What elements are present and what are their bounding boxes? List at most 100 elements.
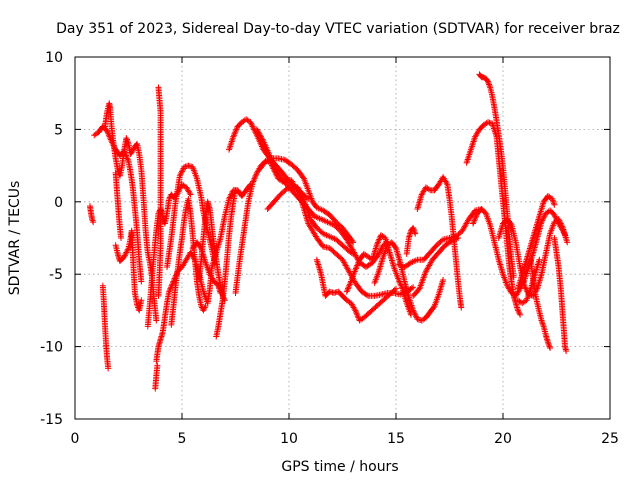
data-point [354,261,361,268]
data-point [375,237,382,244]
data-point [155,292,162,299]
data-point [507,220,514,227]
data-point [410,224,417,231]
data-point [354,311,361,318]
data-point [556,217,563,224]
data-point [250,177,257,184]
series-t26 [403,224,419,257]
series-t31 [495,216,571,299]
data-point [410,307,417,314]
x-tick-label: 15 [387,431,405,447]
data-point [539,318,546,325]
data-point [486,82,493,89]
series-t28 [463,119,524,318]
data-point [248,122,255,129]
data-point [226,194,233,201]
data-point [186,190,193,197]
data-point [356,258,363,265]
data-point [485,78,492,85]
series-t10 [152,362,161,392]
data-point [363,292,370,299]
data-point [344,287,351,294]
data-point [350,250,357,257]
data-point [549,197,556,204]
data-point [550,200,557,207]
series-t35 [551,235,570,354]
data-point [440,276,447,283]
data-point [250,124,257,131]
data-point [352,307,359,314]
data-point [522,284,529,291]
data-point [220,294,227,301]
data-point [253,171,260,178]
y-tick-label: 0 [54,195,63,211]
x-tick-label: 25 [601,431,619,447]
data-point [485,80,492,87]
data-point [393,285,399,292]
data-point [121,252,128,259]
data-point [252,174,259,181]
data-point [538,219,545,226]
data-point [201,305,208,312]
series-t14 [213,187,239,340]
data-point [430,304,437,311]
data-point [123,249,130,256]
data-point [169,279,176,286]
y-tick-label: -5 [49,267,63,283]
data-point [378,246,385,253]
data-point [549,195,556,202]
data-point [376,249,383,256]
data-point [411,229,418,236]
data-point [547,345,554,352]
data-point [124,137,131,144]
data-point [121,253,128,260]
axis-ticks: 0 5 10 15 20 25 -15 -10 -5 0 5 10 [40,50,619,447]
data-point [410,308,417,315]
data-point [90,219,97,226]
data-point [200,307,207,314]
data-point [104,127,111,134]
series-t7 [144,181,194,330]
series-t15 [196,198,228,304]
data-point [138,278,145,285]
data-point [558,221,565,228]
series-t34 [527,256,554,352]
data-point [396,279,403,286]
data-point [349,238,356,245]
data-point [551,211,558,218]
data-point [373,242,380,249]
data-point [166,195,173,202]
data-point [425,186,432,193]
data-point [179,166,186,173]
data-point [552,213,559,220]
data-point [510,274,517,281]
data-point [232,129,239,136]
data-point [550,198,557,205]
data-point [412,311,419,318]
data-point [233,126,240,133]
data-point [376,236,383,243]
data-point [122,250,129,257]
data-point [515,308,522,315]
data-point [546,343,553,350]
series-t32 [514,193,558,292]
data-point [374,240,381,247]
series-t12 [168,195,209,328]
data-point [443,179,450,186]
data-point [124,139,131,146]
data-point [251,175,258,182]
data-point [540,321,547,328]
data-point [202,303,209,310]
series-t5 [112,227,145,314]
data-point [517,311,524,318]
data-point [391,286,398,293]
series-t29 [476,71,517,281]
data-point [563,347,570,354]
data-point [411,310,418,317]
data-point [377,248,384,255]
data-point [354,262,361,269]
data-point [118,235,125,241]
data-point [249,123,256,130]
data-point [230,132,237,139]
data-point [352,266,359,273]
